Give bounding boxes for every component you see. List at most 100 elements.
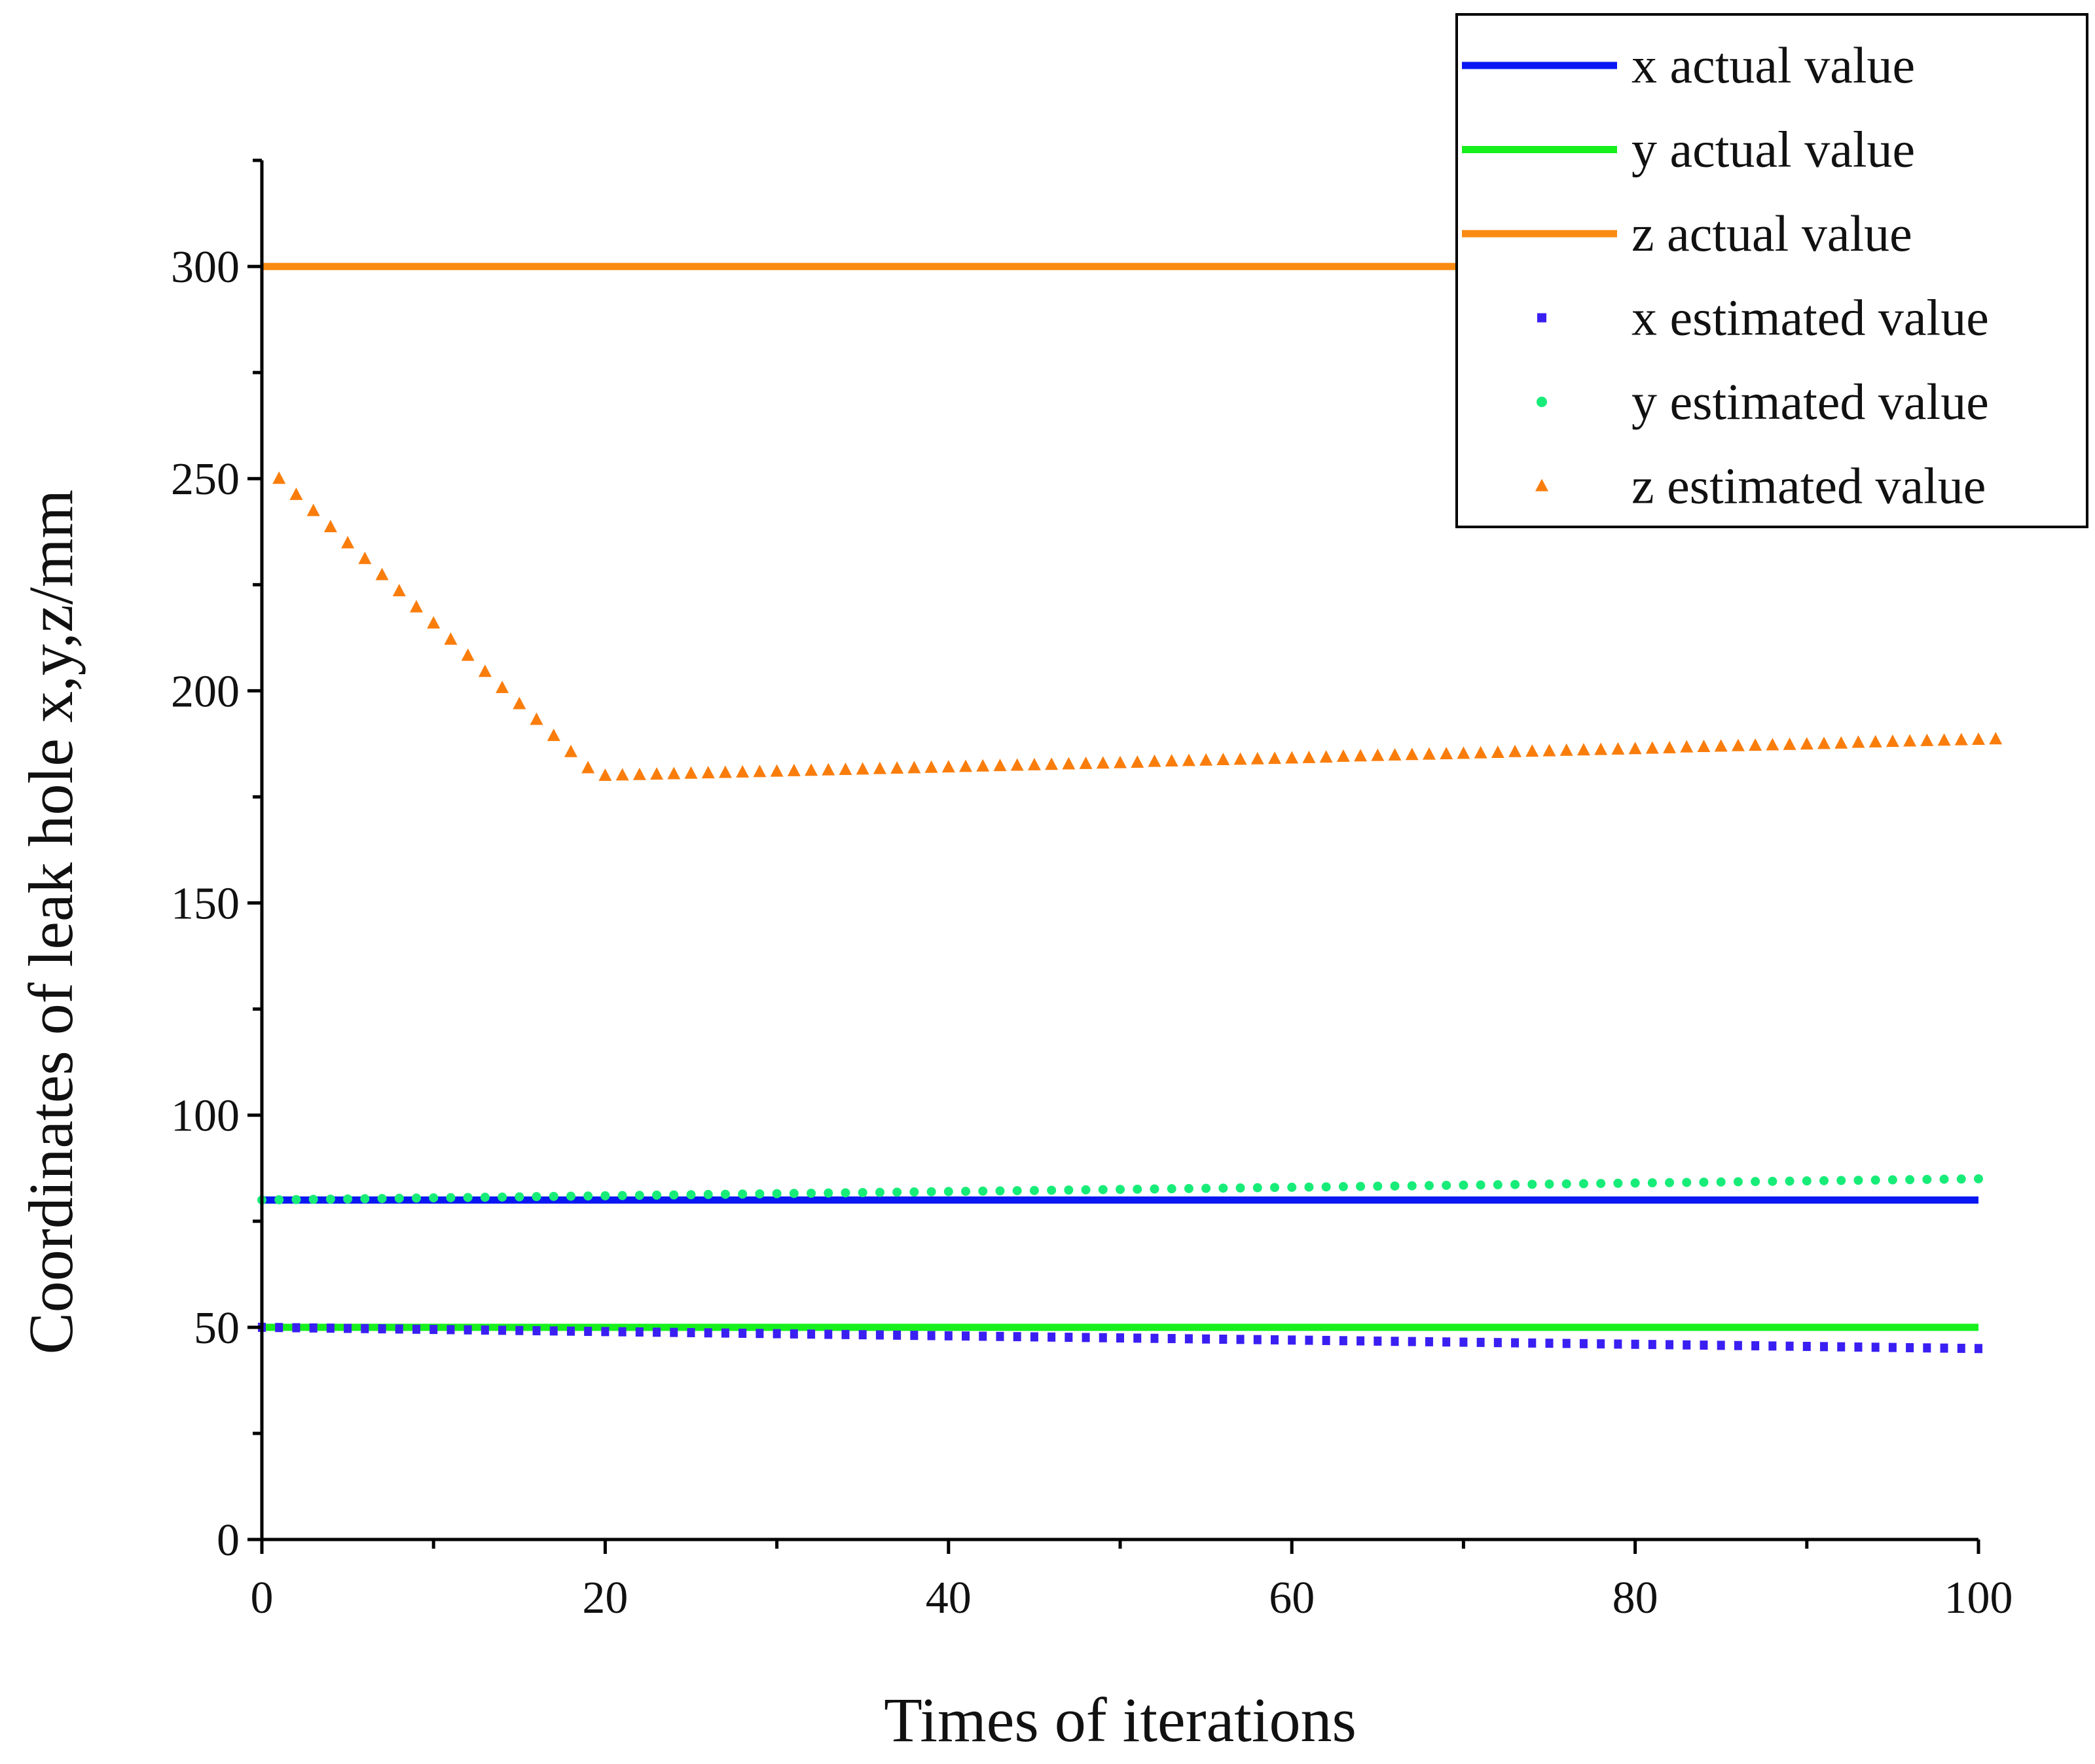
y-estimated-marker — [1029, 1185, 1039, 1195]
legend-label: y estimated value — [1631, 373, 1989, 430]
x-estimated-marker — [1219, 1334, 1228, 1344]
y-estimated-marker — [1905, 1175, 1915, 1185]
y-estimated-marker — [377, 1194, 387, 1204]
z-estimated-marker — [1903, 734, 1917, 747]
z-estimated-marker — [1457, 746, 1470, 759]
x-estimated-marker — [790, 1329, 798, 1339]
z-estimated-marker — [1474, 746, 1487, 759]
x-estimated-marker — [1253, 1335, 1262, 1344]
z-estimated-marker — [392, 584, 406, 597]
x-estimated-marker — [1528, 1338, 1537, 1348]
y-estimated-marker — [875, 1187, 884, 1197]
x-estimated-marker — [1923, 1343, 1931, 1353]
x-estimated-marker — [653, 1327, 661, 1337]
y-estimated-marker — [600, 1191, 610, 1200]
y-estimated-marker — [583, 1191, 593, 1201]
y-estimated-marker — [1201, 1183, 1211, 1193]
y-estimated-marker — [1424, 1181, 1434, 1191]
x-estimated-marker — [858, 1330, 867, 1340]
z-estimated-marker — [1182, 753, 1195, 766]
y-estimated-marker — [1150, 1184, 1159, 1194]
z-estimated-marker — [1920, 733, 1934, 746]
z-estimated-marker — [615, 768, 629, 781]
z-estimated-marker — [632, 767, 646, 780]
z-estimated-marker — [513, 696, 526, 710]
z-estimated-marker — [1628, 742, 1642, 755]
y-tick-label: 250 — [171, 454, 240, 505]
z-estimated-marker — [1491, 746, 1504, 759]
axes: 0 50 100 150 200 250 300 0 20 40 60 80 100 — [171, 158, 2013, 1623]
z-estimated-marker — [976, 759, 990, 772]
y-estimated-marker — [429, 1193, 439, 1203]
z-estimated-marker — [959, 759, 973, 772]
x-estimated-marker — [1888, 1342, 1897, 1352]
x-estimated-marker — [1150, 1333, 1159, 1343]
x-estimated-marker — [1065, 1333, 1073, 1342]
x-estimated-marker — [326, 1323, 335, 1333]
x-estimated-marker — [1099, 1333, 1107, 1342]
z-estimated-marker — [1440, 746, 1453, 759]
y-estimated-marker — [325, 1195, 335, 1204]
y-estimated-marker — [807, 1188, 816, 1198]
z-estimated-marker — [581, 761, 595, 774]
z-estimated-marker — [1148, 754, 1161, 767]
x-estimated-marker — [1493, 1338, 1502, 1348]
x-estimated-marker — [1236, 1335, 1245, 1344]
y-tick-label: 200 — [171, 666, 240, 717]
x-estimated-marker — [1116, 1333, 1124, 1343]
legend-label: x actual value — [1631, 37, 1915, 94]
z-estimated-marker — [409, 600, 423, 613]
y-estimated-marker — [1956, 1174, 1966, 1184]
z-estimated-marker — [1749, 738, 1762, 751]
z-estimated-marker — [787, 763, 801, 776]
y-estimated-marker — [343, 1194, 353, 1204]
y-estimated-marker — [1974, 1174, 1983, 1183]
z-estimated-marker — [856, 762, 869, 775]
y-estimated-marker — [669, 1190, 679, 1200]
x-estimated-marker — [1957, 1343, 1965, 1353]
z-estimated-marker — [1576, 743, 1590, 756]
y-estimated-marker — [1613, 1178, 1623, 1188]
z-estimated-marker — [1422, 747, 1436, 760]
y-estimated-marker — [1167, 1184, 1176, 1194]
y-estimated-marker — [772, 1189, 782, 1198]
y-estimated-marker — [515, 1192, 524, 1202]
y-estimated-marker — [291, 1195, 301, 1204]
z-estimated-marker — [1319, 750, 1333, 763]
y-estimated-marker — [858, 1188, 867, 1198]
y-estimated-marker — [841, 1188, 850, 1198]
y-estimated-marker — [720, 1189, 730, 1199]
x-estimated-marker — [1717, 1341, 1725, 1350]
x-estimated-marker — [275, 1323, 283, 1333]
x-estimated-marker — [1270, 1335, 1279, 1344]
y-estimated-marker — [892, 1187, 902, 1197]
x-estimated-marker — [1768, 1341, 1777, 1351]
z-estimated-marker — [822, 763, 835, 776]
z-estimated-marker — [1954, 732, 1968, 746]
z-estimated-marker — [341, 535, 355, 549]
x-estimated-marker — [773, 1329, 781, 1339]
y-estimated-marker — [1647, 1178, 1657, 1188]
z-estimated-marker — [1972, 732, 1985, 745]
x-estimated-marker — [1082, 1333, 1090, 1342]
x-estimated-marker — [1184, 1334, 1193, 1344]
x-estimated-marker — [1408, 1337, 1416, 1346]
x-estimated-marker — [944, 1331, 953, 1341]
z-estimated-marker — [323, 520, 337, 533]
x-estimated-marker — [1048, 1332, 1056, 1342]
y-estimated-marker — [824, 1188, 833, 1198]
y-estimated-marker — [1544, 1179, 1554, 1189]
z-estimated-marker — [1233, 752, 1247, 765]
z-estimated-marker — [941, 760, 955, 773]
z-estimated-marker — [1542, 744, 1556, 757]
y-estimated-marker — [411, 1193, 421, 1203]
z-estimated-marker — [1680, 740, 1694, 753]
y-estimated-marker — [1407, 1181, 1417, 1191]
x-estimated-marker — [756, 1329, 764, 1339]
y-estimated-marker — [909, 1187, 919, 1197]
x-estimated-marker — [910, 1331, 919, 1341]
legend-swatch-square — [1537, 313, 1546, 323]
x-estimated-marker — [1837, 1342, 1846, 1352]
x-estimated-marker — [1666, 1340, 1674, 1350]
